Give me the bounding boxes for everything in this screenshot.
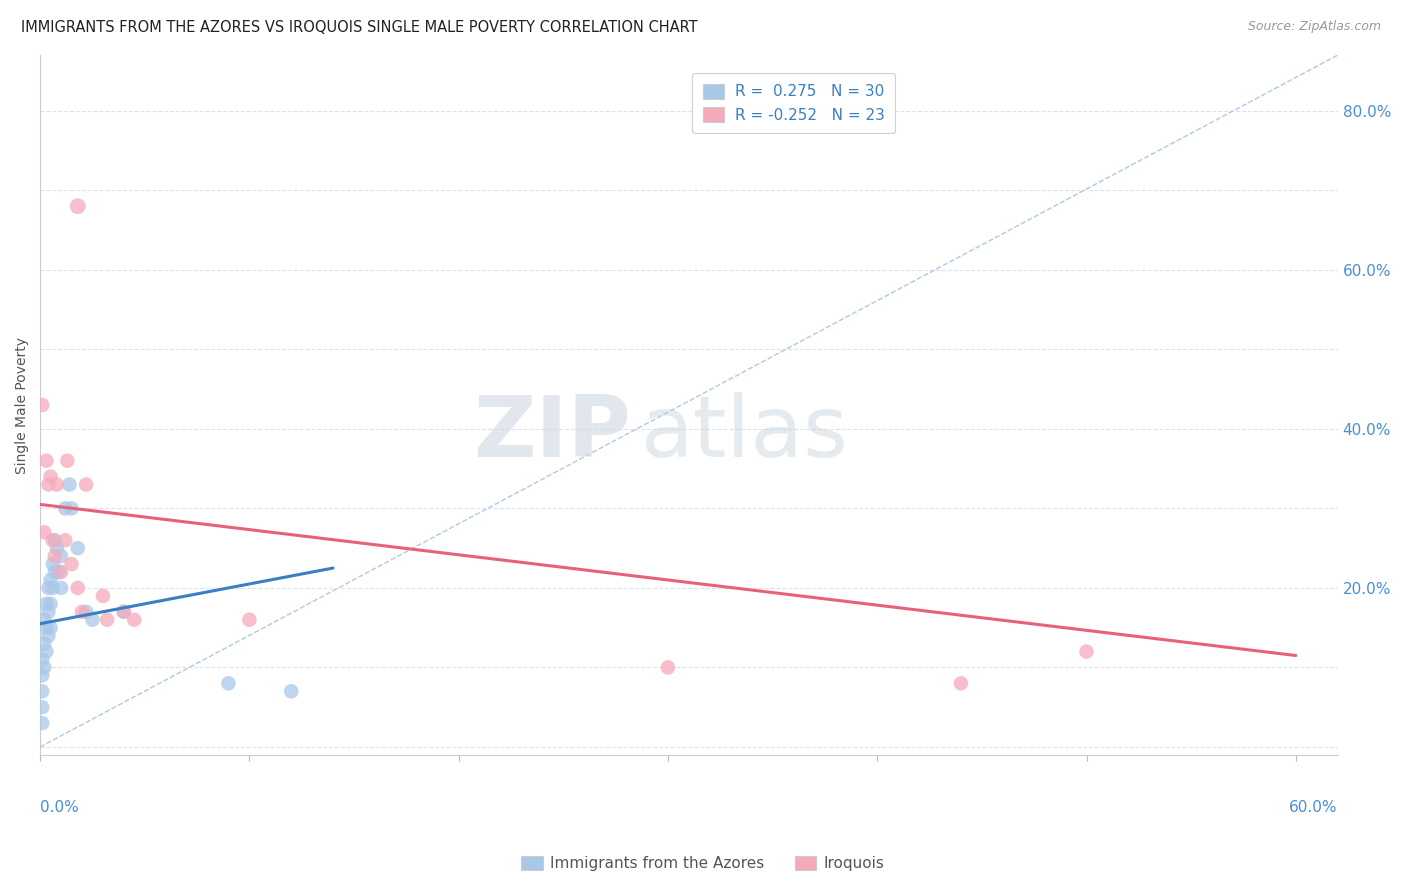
- Point: [96, 613, 118, 627]
- Point: [44, 549, 66, 563]
- Point: [34, 525, 56, 540]
- Point: [31, 700, 53, 714]
- Point: [31, 684, 53, 698]
- Text: ZIP: ZIP: [472, 392, 630, 475]
- Point: [657, 660, 679, 674]
- Point: [35, 644, 58, 658]
- Point: [44, 533, 66, 548]
- Point: [45, 477, 67, 491]
- Y-axis label: Single Male Poverty: Single Male Poverty: [15, 336, 30, 474]
- Point: [34, 613, 56, 627]
- Point: [41, 557, 63, 571]
- Point: [53, 501, 76, 516]
- Point: [39, 573, 62, 587]
- Point: [49, 549, 72, 563]
- Point: [37, 629, 59, 643]
- Point: [34, 660, 56, 674]
- Point: [31, 668, 53, 682]
- Legend: Immigrants from the Azores, Iroquois: Immigrants from the Azores, Iroquois: [515, 849, 891, 877]
- Point: [39, 469, 62, 483]
- Point: [48, 565, 70, 579]
- Point: [34, 637, 56, 651]
- Point: [53, 533, 76, 548]
- Point: [49, 581, 72, 595]
- Point: [49, 565, 72, 579]
- Point: [60, 501, 83, 516]
- Point: [31, 716, 53, 731]
- Point: [39, 621, 62, 635]
- Point: [37, 605, 59, 619]
- Point: [66, 199, 89, 213]
- Point: [39, 597, 62, 611]
- Point: [41, 581, 63, 595]
- Point: [949, 676, 972, 690]
- Point: [82, 613, 104, 627]
- Point: [112, 605, 135, 619]
- Point: [44, 565, 66, 579]
- Point: [37, 581, 59, 595]
- Point: [70, 605, 93, 619]
- Point: [35, 597, 58, 611]
- Point: [66, 581, 89, 595]
- Point: [66, 541, 89, 556]
- Point: [37, 477, 59, 491]
- Point: [1076, 644, 1098, 658]
- Point: [31, 398, 53, 412]
- Point: [91, 589, 114, 603]
- Point: [41, 533, 63, 548]
- Point: [45, 541, 67, 556]
- Point: [31, 652, 53, 666]
- Text: Source: ZipAtlas.com: Source: ZipAtlas.com: [1247, 20, 1381, 33]
- Point: [75, 605, 97, 619]
- Point: [35, 453, 58, 467]
- Point: [75, 477, 97, 491]
- Text: IMMIGRANTS FROM THE AZORES VS IROQUOIS SINGLE MALE POVERTY CORRELATION CHART: IMMIGRANTS FROM THE AZORES VS IROQUOIS S…: [21, 20, 697, 35]
- Point: [56, 453, 79, 467]
- Point: [217, 676, 239, 690]
- Point: [35, 621, 58, 635]
- Point: [238, 613, 260, 627]
- Legend: R =  0.275   N = 30, R = -0.252   N = 23: R = 0.275 N = 30, R = -0.252 N = 23: [692, 73, 896, 134]
- Text: atlas: atlas: [641, 392, 849, 475]
- Text: 60.0%: 60.0%: [1289, 800, 1337, 815]
- Point: [112, 605, 135, 619]
- Point: [60, 557, 83, 571]
- Text: 0.0%: 0.0%: [41, 800, 79, 815]
- Point: [280, 684, 302, 698]
- Point: [124, 613, 146, 627]
- Point: [58, 477, 80, 491]
